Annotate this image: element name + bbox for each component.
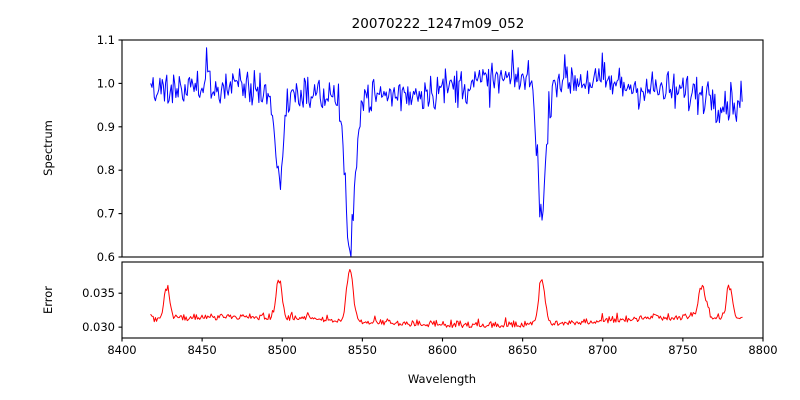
spectrum-plot-area	[122, 40, 763, 257]
y-tick-label: 0.9	[97, 120, 115, 134]
spectrum-y-axis-label: Spectrum	[41, 120, 55, 176]
spectrum-data-line	[150, 47, 743, 258]
x-tick-label: 8400	[107, 343, 136, 357]
error-plot-area	[122, 262, 763, 338]
y-tick-label: 1.1	[97, 33, 115, 47]
wavelength-x-ticks: 8400 8450 8500 8550 8600 8650 8700 8750 8800	[107, 338, 778, 357]
y-tick-label: 0.6	[97, 250, 115, 264]
x-tick-label: 8500	[268, 343, 297, 357]
y-tick-label: 0.7	[97, 207, 115, 221]
x-axis-label: Wavelength	[408, 372, 476, 386]
x-tick-label: 8450	[187, 343, 216, 357]
x-tick-label: 8700	[588, 343, 617, 357]
y-tick-label: 1.0	[97, 76, 115, 90]
spectrum-y-ticks: 0.6 0.7 0.8 0.9 1.0 1.1	[97, 33, 122, 264]
y-tick-label: 0.030	[82, 320, 115, 334]
error-y-ticks: 0.030 0.035	[82, 286, 122, 334]
x-tick-label: 8800	[748, 343, 777, 357]
spectrum-axes-frame	[121, 39, 764, 258]
spectrum-panel: 0.6 0.7 0.8 0.9 1.0 1.1 Spectrum	[41, 33, 764, 264]
y-tick-label: 0.8	[97, 163, 115, 177]
x-tick-label: 8550	[348, 343, 377, 357]
error-data-line	[150, 268, 743, 329]
error-y-axis-label: Error	[41, 286, 55, 314]
x-tick-label: 8750	[668, 343, 697, 357]
chart-title: 20070222_1247m09_052	[352, 16, 525, 32]
y-tick-label: 0.035	[82, 286, 115, 300]
x-tick-label: 8600	[428, 343, 457, 357]
x-tick-label: 8650	[508, 343, 537, 357]
